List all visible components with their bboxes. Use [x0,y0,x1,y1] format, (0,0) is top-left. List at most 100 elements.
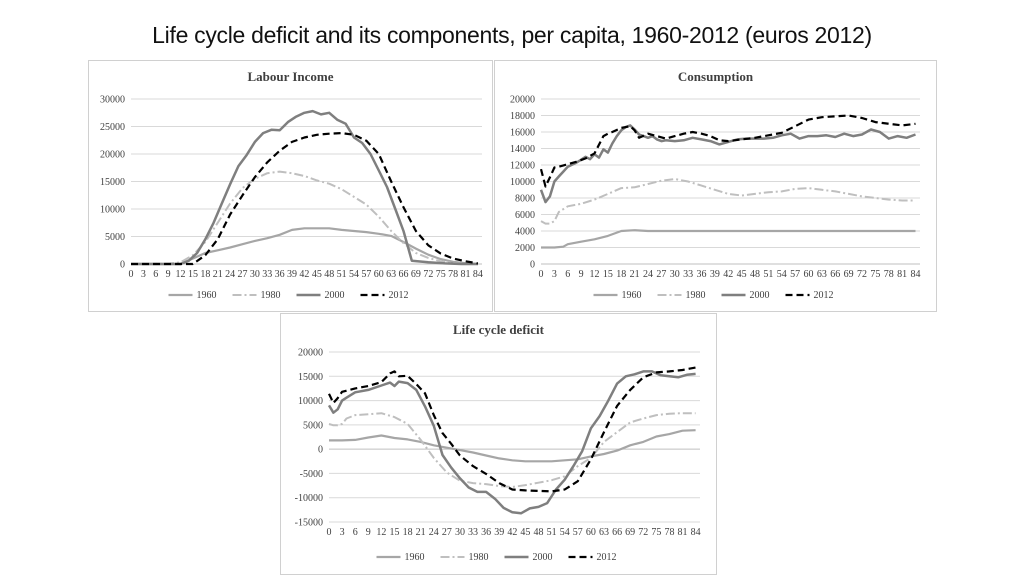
x-tick-label: 48 [324,269,334,280]
legend-label: 2000 [750,290,770,301]
x-tick-label: 27 [442,527,452,538]
series-line-2012 [328,366,696,493]
x-tick-label: 27 [237,269,247,280]
labour-income-chart: Labour Income 0 5000 10000 15000 20000 25000 30… [88,60,493,312]
x-tick-label: 45 [737,269,747,280]
y-tick-label: 12000 [510,161,535,172]
x-tick-label: 30 [670,269,680,280]
x-tick-label: 42 [507,527,517,538]
x-tick-label: 12 [176,269,186,280]
x-tick-label: 18 [616,269,626,280]
x-tick-label: 36 [275,269,285,280]
series-line-1960 [541,229,916,249]
x-tick-label: 30 [455,527,465,538]
legend-label: 2000 [533,552,553,563]
series-line-1980 [540,178,916,225]
legend-label: 1980 [469,552,489,563]
x-tick-label: 84 [911,269,921,280]
x-tick-label: 33 [683,269,693,280]
x-tick-label: 6 [565,269,570,280]
x-tick-label: 6 [153,269,158,280]
y-tick-label: 0 [120,260,125,271]
x-tick-label: 39 [287,269,297,280]
x-tick-label: 15 [603,269,613,280]
x-tick-label: 12 [590,269,600,280]
y-tick-label: 4000 [515,227,535,238]
legend-label: 2012 [814,290,834,301]
chart-title: Labour Income [247,69,333,84]
x-tick-label: 69 [844,269,854,280]
x-tick-label: 54 [777,269,787,280]
x-tick-label: 72 [638,527,648,538]
y-tick-label: 20000 [100,150,125,161]
x-tick-label: 21 [416,527,426,538]
x-tick-label: 33 [468,527,478,538]
x-tick-label: 60 [586,527,596,538]
series-line-2012 [131,132,479,266]
x-tick-label: 3 [552,269,557,280]
x-tick-label: 66 [399,269,409,280]
x-tick-label: 12 [376,527,386,538]
x-tick-label: 66 [830,269,840,280]
page-title: Life cycle deficit and its components, p… [152,22,872,48]
y-tick-label: 30000 [100,95,125,106]
x-tick-label: 9 [366,527,371,538]
x-tick-label: 9 [579,269,584,280]
x-tick-label: 51 [547,527,557,538]
x-tick-label: 36 [697,269,707,280]
x-tick-label: 63 [386,269,396,280]
x-tick-label: 69 [625,527,635,538]
x-tick-label: 39 [710,269,720,280]
legend-label: 2000 [325,290,345,301]
legend-label: 1980 [686,290,706,301]
x-tick-label: 24 [225,269,235,280]
y-tick-label: 20000 [298,348,323,359]
x-tick-label: 24 [643,269,653,280]
series-line-2012 [539,114,916,188]
x-tick-label: 60 [374,269,384,280]
x-tick-label: 51 [337,269,347,280]
chart-title: Consumption [678,69,754,84]
y-tick-label: 0 [318,445,323,456]
legend-label: 1960 [197,290,217,301]
x-tick-label: 27 [656,269,666,280]
x-tick-label: 72 [857,269,867,280]
y-tick-label: 10000 [298,396,323,407]
consumption-chart: Consumption 0 2000 4000 6000 8000 10000 12000 14… [494,60,937,312]
y-tick-label: 14000 [510,144,535,155]
x-tick-label: 81 [460,269,470,280]
x-tick-label: 54 [349,269,359,280]
x-tick-label: 84 [691,527,701,538]
x-tick-label: 30 [250,269,260,280]
x-tick-label: 42 [299,269,309,280]
y-tick-label: -15000 [295,518,323,529]
x-tick-label: 48 [750,269,760,280]
x-tick-label: 84 [473,269,483,280]
y-tick-label: 0 [530,260,535,271]
y-tick-label: 5000 [303,420,323,431]
x-tick-label: 45 [520,527,530,538]
consumption-svg: Consumption 0 2000 4000 6000 8000 10000 12000 14… [510,69,921,301]
legend-label: 2012 [389,290,409,301]
x-tick-label: 57 [790,269,800,280]
x-tick-label: 0 [129,269,134,280]
legend-label: 1960 [622,290,642,301]
y-tick-label: 20000 [510,95,535,106]
x-tick-label: 18 [403,527,413,538]
life-cycle-deficit-svg: Life cycle deficit -15000 -10000 -5000 0 5000… [295,322,701,563]
x-tick-label: 0 [539,269,544,280]
x-tick-label: 9 [166,269,171,280]
x-tick-label: 51 [763,269,773,280]
x-tick-label: 3 [340,527,345,538]
series-line-1980 [130,170,478,265]
x-tick-label: 21 [630,269,640,280]
x-tick-label: 15 [389,527,399,538]
x-tick-label: 39 [494,527,504,538]
x-tick-label: 0 [327,527,332,538]
x-tick-label: 60 [804,269,814,280]
x-tick-label: 18 [200,269,210,280]
x-tick-label: 21 [213,269,223,280]
series-line-2000 [131,109,478,266]
x-tick-label: 69 [411,269,421,280]
x-tick-label: 24 [429,527,439,538]
